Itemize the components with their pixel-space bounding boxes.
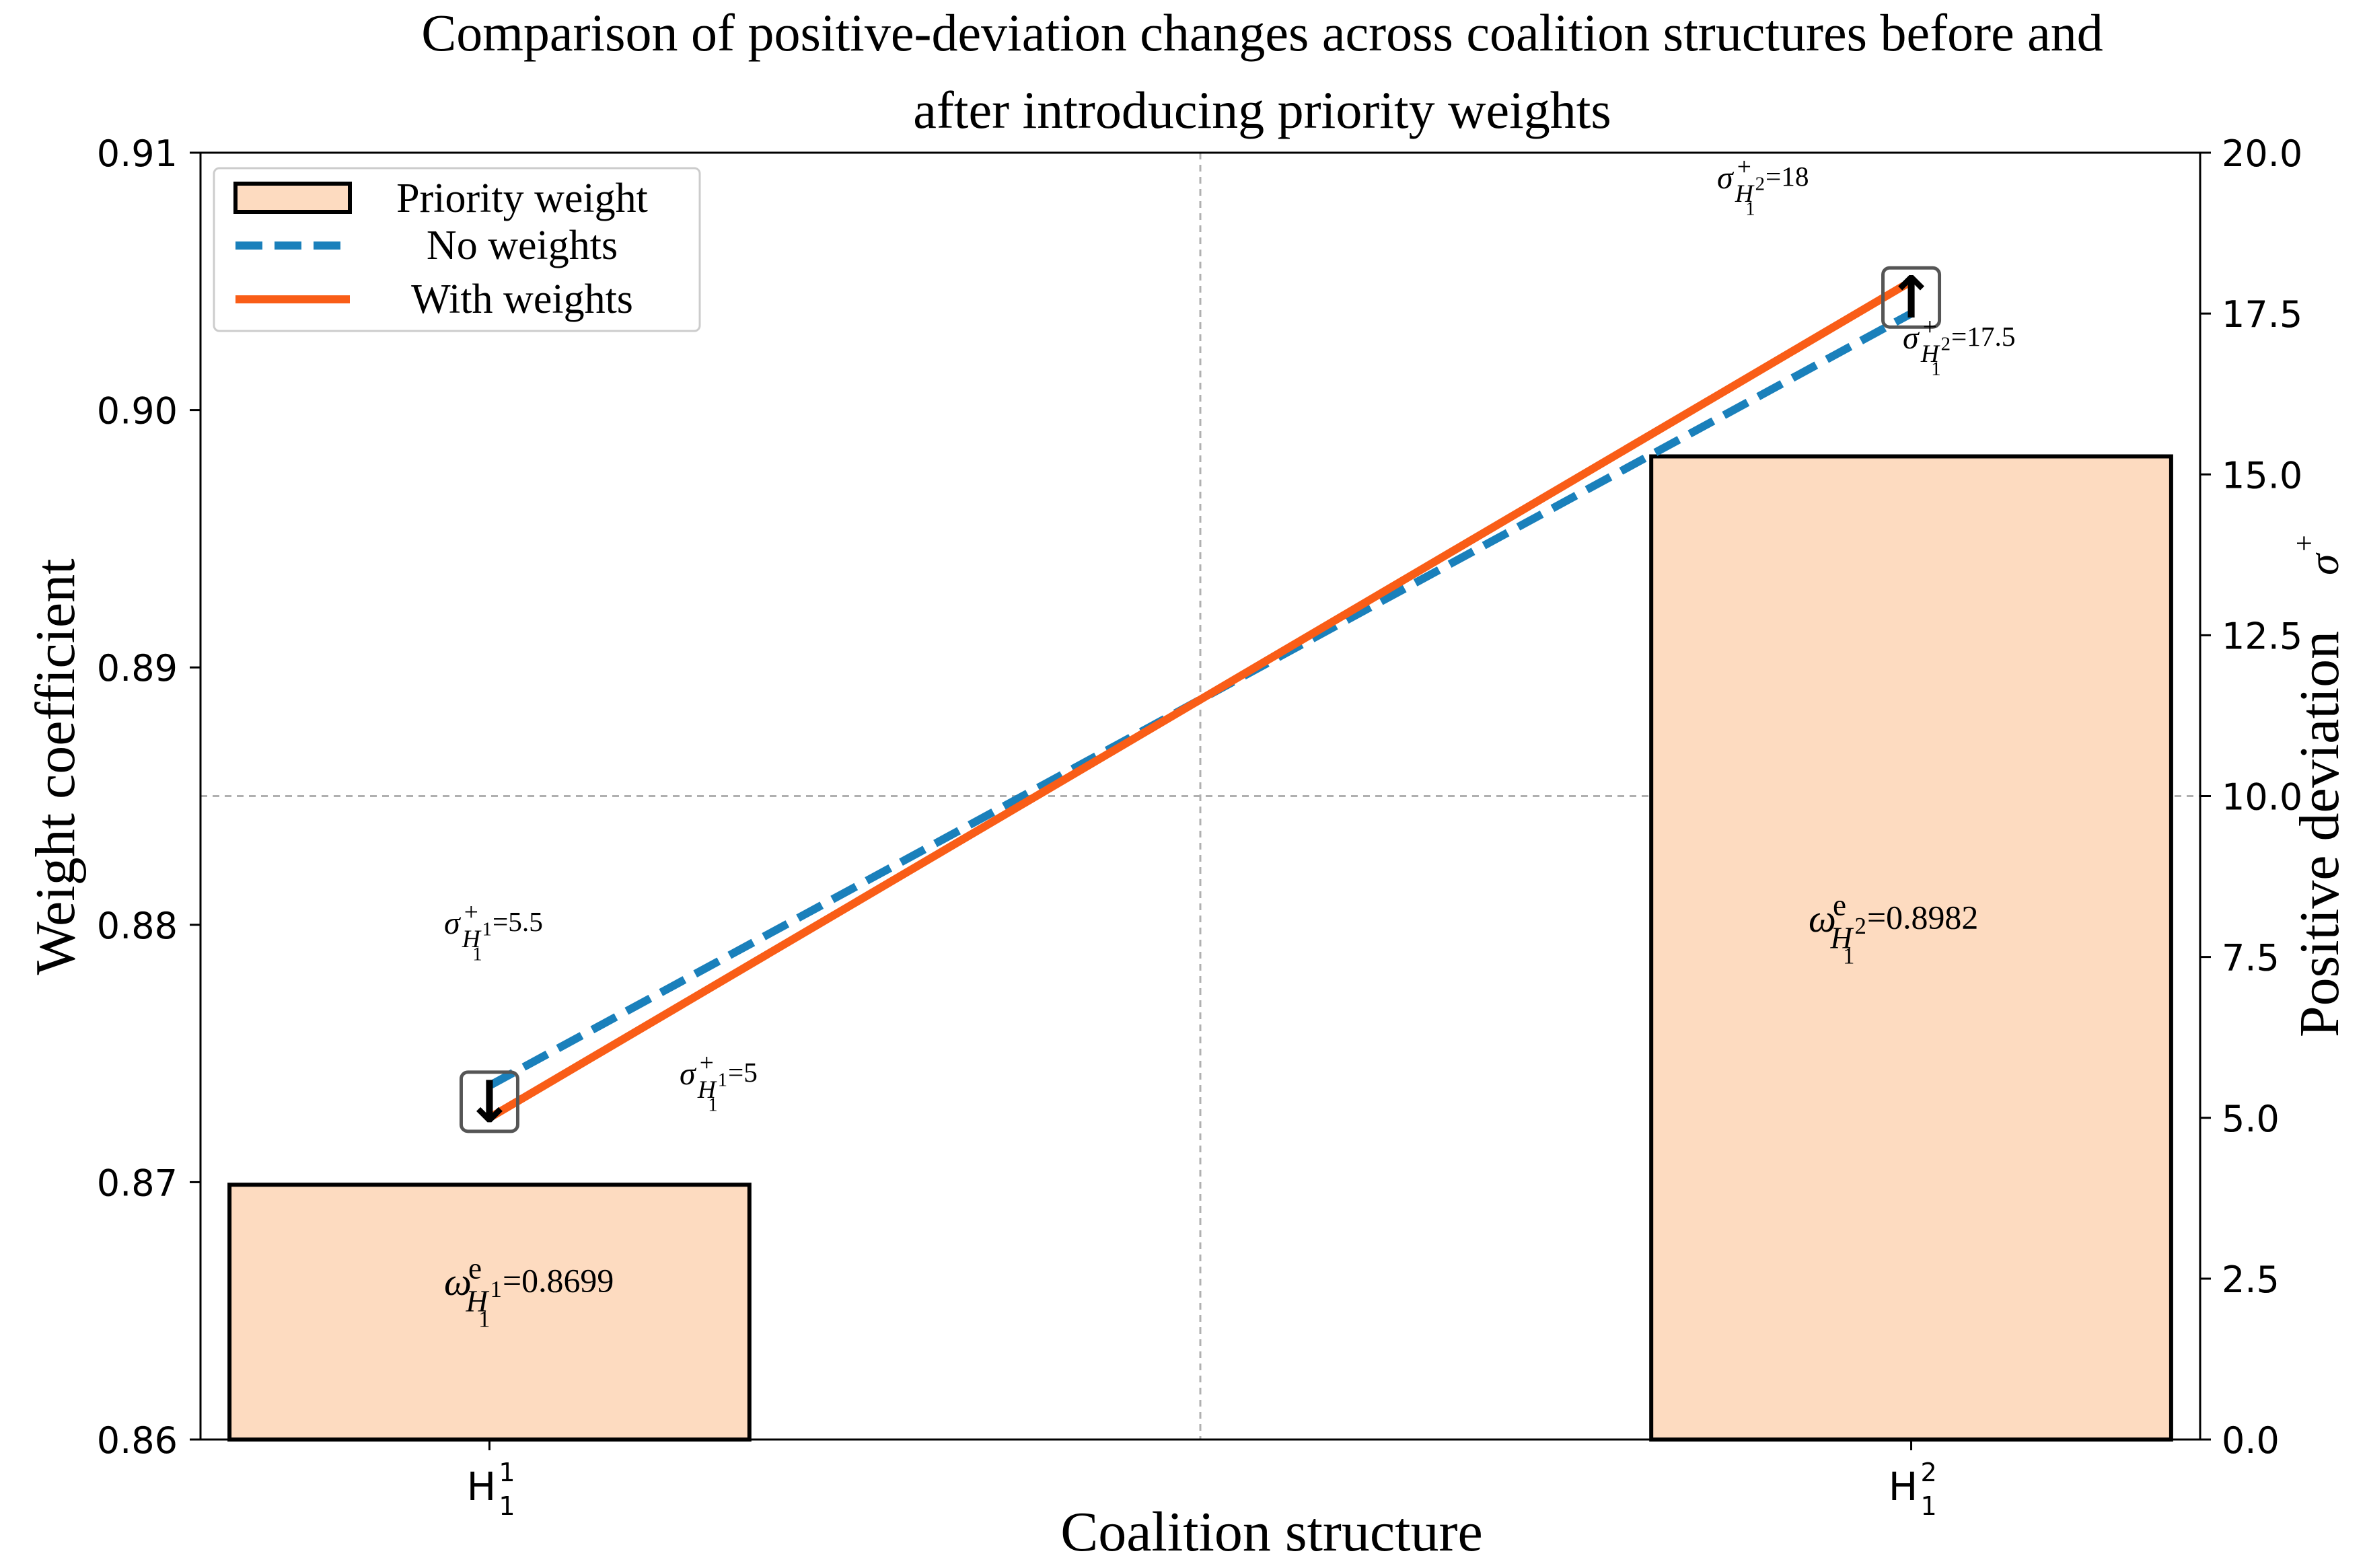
annotation-1-sup: + (464, 899, 478, 926)
bar-label-1-sub-base: H (465, 1284, 489, 1318)
bar-label-2-sub-base: H (1829, 921, 1854, 955)
bar-label-1-symbol: ω (444, 1260, 472, 1304)
bar-label-1-sup: e (468, 1252, 482, 1285)
annotation-4-symbol: σ (1903, 320, 1920, 356)
right-tick-label-5: 12.5 (2222, 615, 2302, 657)
annotation-2-sub-sup: 1 (718, 1069, 727, 1090)
legend-label-2: No weights (427, 223, 618, 268)
left-tick-label-1: 0.87 (97, 1162, 178, 1204)
x-tick-label-sub-0: 1 (499, 1491, 515, 1521)
annotation-4-sub-sup: 2 (1941, 333, 1951, 354)
annotation-1-sub-sub: 1 (472, 943, 482, 965)
right-tick-label-4: 10.0 (2222, 776, 2302, 819)
annotation-3-sup: + (1737, 153, 1751, 181)
bar-label-2-symbol: ω (1809, 897, 1836, 940)
bar-label-1-sub-sub: 1 (478, 1306, 490, 1333)
annotation-4-sub-sub: 1 (1931, 358, 1940, 379)
bar-label-2-value: =0.8982 (1867, 899, 1978, 936)
line-point-2-2 (1909, 280, 1913, 283)
right-axis-title-symbol-sup: + (2288, 535, 2321, 552)
right-tick-label-8: 20.0 (2222, 133, 2302, 175)
bar-label-2-sub-sub: 1 (1843, 943, 1854, 969)
left-axis-title: Weight coefficient (24, 558, 87, 975)
right-tick-label-1: 2.5 (2222, 1259, 2280, 1301)
right-y-axis: 0.0 2.5 5.0 7.5 10.0 12.5 15.0 17.5 20.0 (2200, 133, 2302, 1462)
lines-layer (487, 278, 1914, 1121)
right-tick-label-2: 5.0 (2222, 1098, 2280, 1140)
arrow-box-1 (459, 1070, 519, 1133)
x-tick-label-base-1: H (1889, 1464, 1918, 1509)
annotation-4-value: =17.5 (1951, 321, 2016, 352)
annotation-3-value: =18 (1765, 161, 1809, 192)
annotation-3-sub-sup: 2 (1755, 173, 1765, 194)
bar-label-1-value: =0.8699 (503, 1262, 614, 1299)
annotation-3-sub-base: H (1735, 180, 1755, 208)
x-tick-label-base-0: H (467, 1464, 497, 1509)
arrow-box-2 (1881, 266, 1942, 329)
left-tick-label-2: 0.88 (97, 905, 178, 947)
left-tick-label-0: 0.86 (97, 1419, 178, 1462)
bar-label-2: ωeH 21 =0.8982 (1809, 889, 1978, 969)
legend-swatch-priority-weight (233, 182, 352, 214)
x-tick-label-1: H 2 1 (1889, 1458, 1937, 1521)
right-tick-label-7: 17.5 (2222, 293, 2302, 336)
line-point-2-1 (488, 1116, 491, 1119)
right-axis-title: Positive deviation σ + (2288, 535, 2351, 1037)
annotation-2-symbol: σ (680, 1056, 697, 1092)
chart-title-line-1: Comparison of positive-deviation changes… (421, 3, 2103, 62)
annotation-3-sub-sub: 1 (1745, 198, 1755, 219)
annotation-1-sub-sup: 1 (482, 918, 492, 940)
x-tick-label-sup-0: 1 (499, 1458, 515, 1487)
left-tick-label-5: 0.91 (97, 133, 178, 175)
annotation-2-sub-sub: 1 (708, 1094, 717, 1115)
line-no-weights (487, 309, 1914, 1090)
annotation-1-sub-base: H (462, 926, 482, 953)
annotation-3: σ +H 21 =18 (1717, 153, 1809, 220)
arrow-up: ↑ (1881, 264, 1942, 332)
annotation-4: σ +H 21 =17.5 (1903, 313, 2016, 380)
left-tick-label-4: 0.90 (97, 390, 178, 433)
line-point-1-1 (488, 1084, 491, 1087)
arrow-glyph-2: ↑ (1887, 264, 1936, 332)
right-tick-label-3: 7.5 (2222, 937, 2280, 979)
annotation-1-symbol: σ (444, 905, 462, 941)
line-point-1-2 (1909, 312, 1913, 315)
right-tick-label-6: 15.0 (2222, 454, 2302, 496)
annotation-2-sub-base: H (697, 1076, 717, 1104)
arrows-layer: ↓↑ (459, 264, 1942, 1136)
chart-title-line-2: after introducing priority weights (913, 81, 1611, 139)
arrow-glyph-1: ↓ (465, 1069, 513, 1136)
bar-label-2-sup: e (1833, 889, 1846, 922)
annotation-1: σ +H 11=5.5 (444, 899, 543, 965)
legend-label-1: Priority weight (396, 176, 648, 221)
bar-2 (1649, 454, 2173, 1442)
left-y-axis: 0.86 0.87 0.88 0.89 0.90 0.91 (97, 133, 201, 1462)
annotation-4-sup: + (1923, 313, 1937, 341)
bar-label-1-sub-sup: 1 (490, 1276, 501, 1302)
right-axis-title-text: Positive deviation (2288, 631, 2351, 1037)
x-tick-label-0: H 1 1 (467, 1458, 515, 1521)
x-tick-label-sup-1: 2 (1920, 1458, 1936, 1487)
bar-label-1: ωeH 11=0.8699 (444, 1252, 614, 1333)
right-axis-title-symbol: σ (2300, 552, 2347, 575)
annotation-3-symbol: σ (1717, 160, 1735, 196)
annotation-4-sub-base: H (1920, 340, 1940, 368)
left-tick-label-3: 0.89 (97, 647, 178, 689)
x-axis-title: Coalition structure (1060, 1501, 1483, 1563)
annotation-2: σ +H 11=5 (680, 1049, 758, 1116)
annotation-2-value: =5 (728, 1057, 758, 1088)
legend-label-3: With weights (411, 276, 633, 322)
bar-label-2-sub-sup: 2 (1854, 913, 1866, 939)
annotation-1-value: =5.5 (493, 906, 543, 937)
x-axis: H 11 H 21 (467, 1440, 1937, 1521)
arrow-down: ↓ (459, 1069, 519, 1136)
annotation-2-sup: + (700, 1049, 714, 1077)
right-tick-label-0: 0.0 (2222, 1419, 2280, 1462)
x-tick-label-sub-1: 1 (1920, 1491, 1936, 1521)
line-with-weights (487, 278, 1914, 1121)
